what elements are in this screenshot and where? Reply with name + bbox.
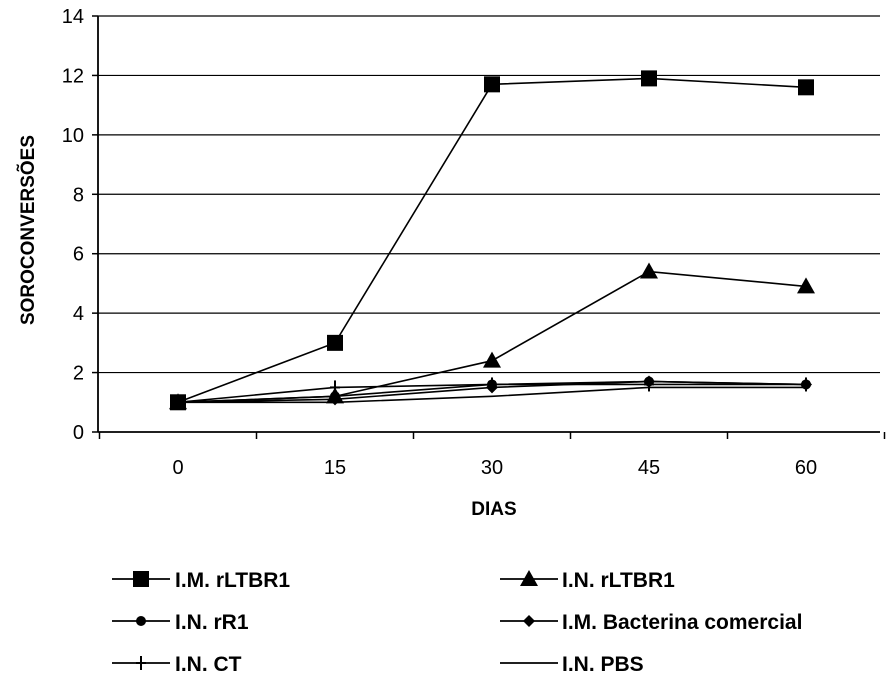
y-tick-labels: 0 2 4 6 8 10 12 14: [62, 6, 84, 444]
circle-marker: [136, 616, 146, 626]
legend-item: I.N. rR1: [112, 611, 249, 634]
legend-item: I.M. rLTBR1: [112, 569, 290, 592]
triangle-marker: [483, 351, 501, 368]
legend-label: I.N. rR1: [175, 611, 249, 634]
legend-label: I.M. rLTBR1: [175, 569, 290, 592]
x-axis-title: DIAS: [471, 499, 516, 520]
x-tick-label: 60: [795, 457, 817, 479]
legend-item: I.N. PBS: [500, 653, 644, 676]
y-tick-label: 12: [62, 65, 84, 87]
series-line: [178, 386, 806, 404]
y-tick-label: 10: [62, 125, 84, 147]
triangle-marker: [520, 570, 538, 586]
series-5: [178, 386, 806, 404]
plus-marker: [801, 377, 811, 392]
legend-label: I.N. rLTBR1: [562, 569, 675, 592]
x-tick-label: 30: [481, 457, 503, 479]
legend-item: I.N. rLTBR1: [500, 569, 675, 592]
square-marker: [641, 70, 657, 87]
triangle-marker: [797, 277, 815, 294]
x-tick-label: 45: [638, 457, 660, 479]
y-tick-label: 0: [73, 422, 84, 444]
x-tick-label: 15: [324, 457, 346, 479]
y-tick-label: 6: [73, 244, 84, 266]
plus-marker: [136, 656, 146, 670]
square-marker: [798, 79, 814, 96]
y-tick-label: 2: [73, 363, 84, 385]
legend-label: I.M. Bacterina comercial: [562, 611, 802, 634]
legend-item: I.M. Bacterina comercial: [500, 611, 802, 634]
plus-marker: [330, 380, 340, 395]
legend-item: I.N. CT: [112, 653, 242, 676]
series-0: [170, 70, 814, 411]
square-marker: [133, 571, 149, 587]
y-tick-label: 14: [62, 6, 84, 28]
legend: I.M. rLTBR1 I.N. rLTBR1 I.N. rR1 I.M. Bacte…: [112, 569, 802, 676]
plus-marker: [487, 377, 497, 392]
gridlines: [98, 15, 880, 374]
axes: [92, 15, 886, 439]
plus-marker: [644, 377, 654, 392]
legend-label: I.N. PBS: [562, 653, 644, 676]
x-tick-label: 0: [172, 457, 183, 479]
triangle-marker: [640, 262, 658, 279]
x-tick-labels: 0 15 30 45 60: [172, 457, 817, 479]
legend-label: I.N. CT: [175, 653, 242, 676]
diamond-marker: [523, 615, 535, 627]
y-tick-label: 4: [73, 303, 84, 325]
series-group: [169, 70, 815, 411]
square-marker: [484, 76, 500, 93]
y-tick-label: 8: [73, 184, 84, 206]
square-marker: [327, 334, 343, 351]
y-axis-title: SOROCONVERSÕES: [17, 135, 39, 325]
